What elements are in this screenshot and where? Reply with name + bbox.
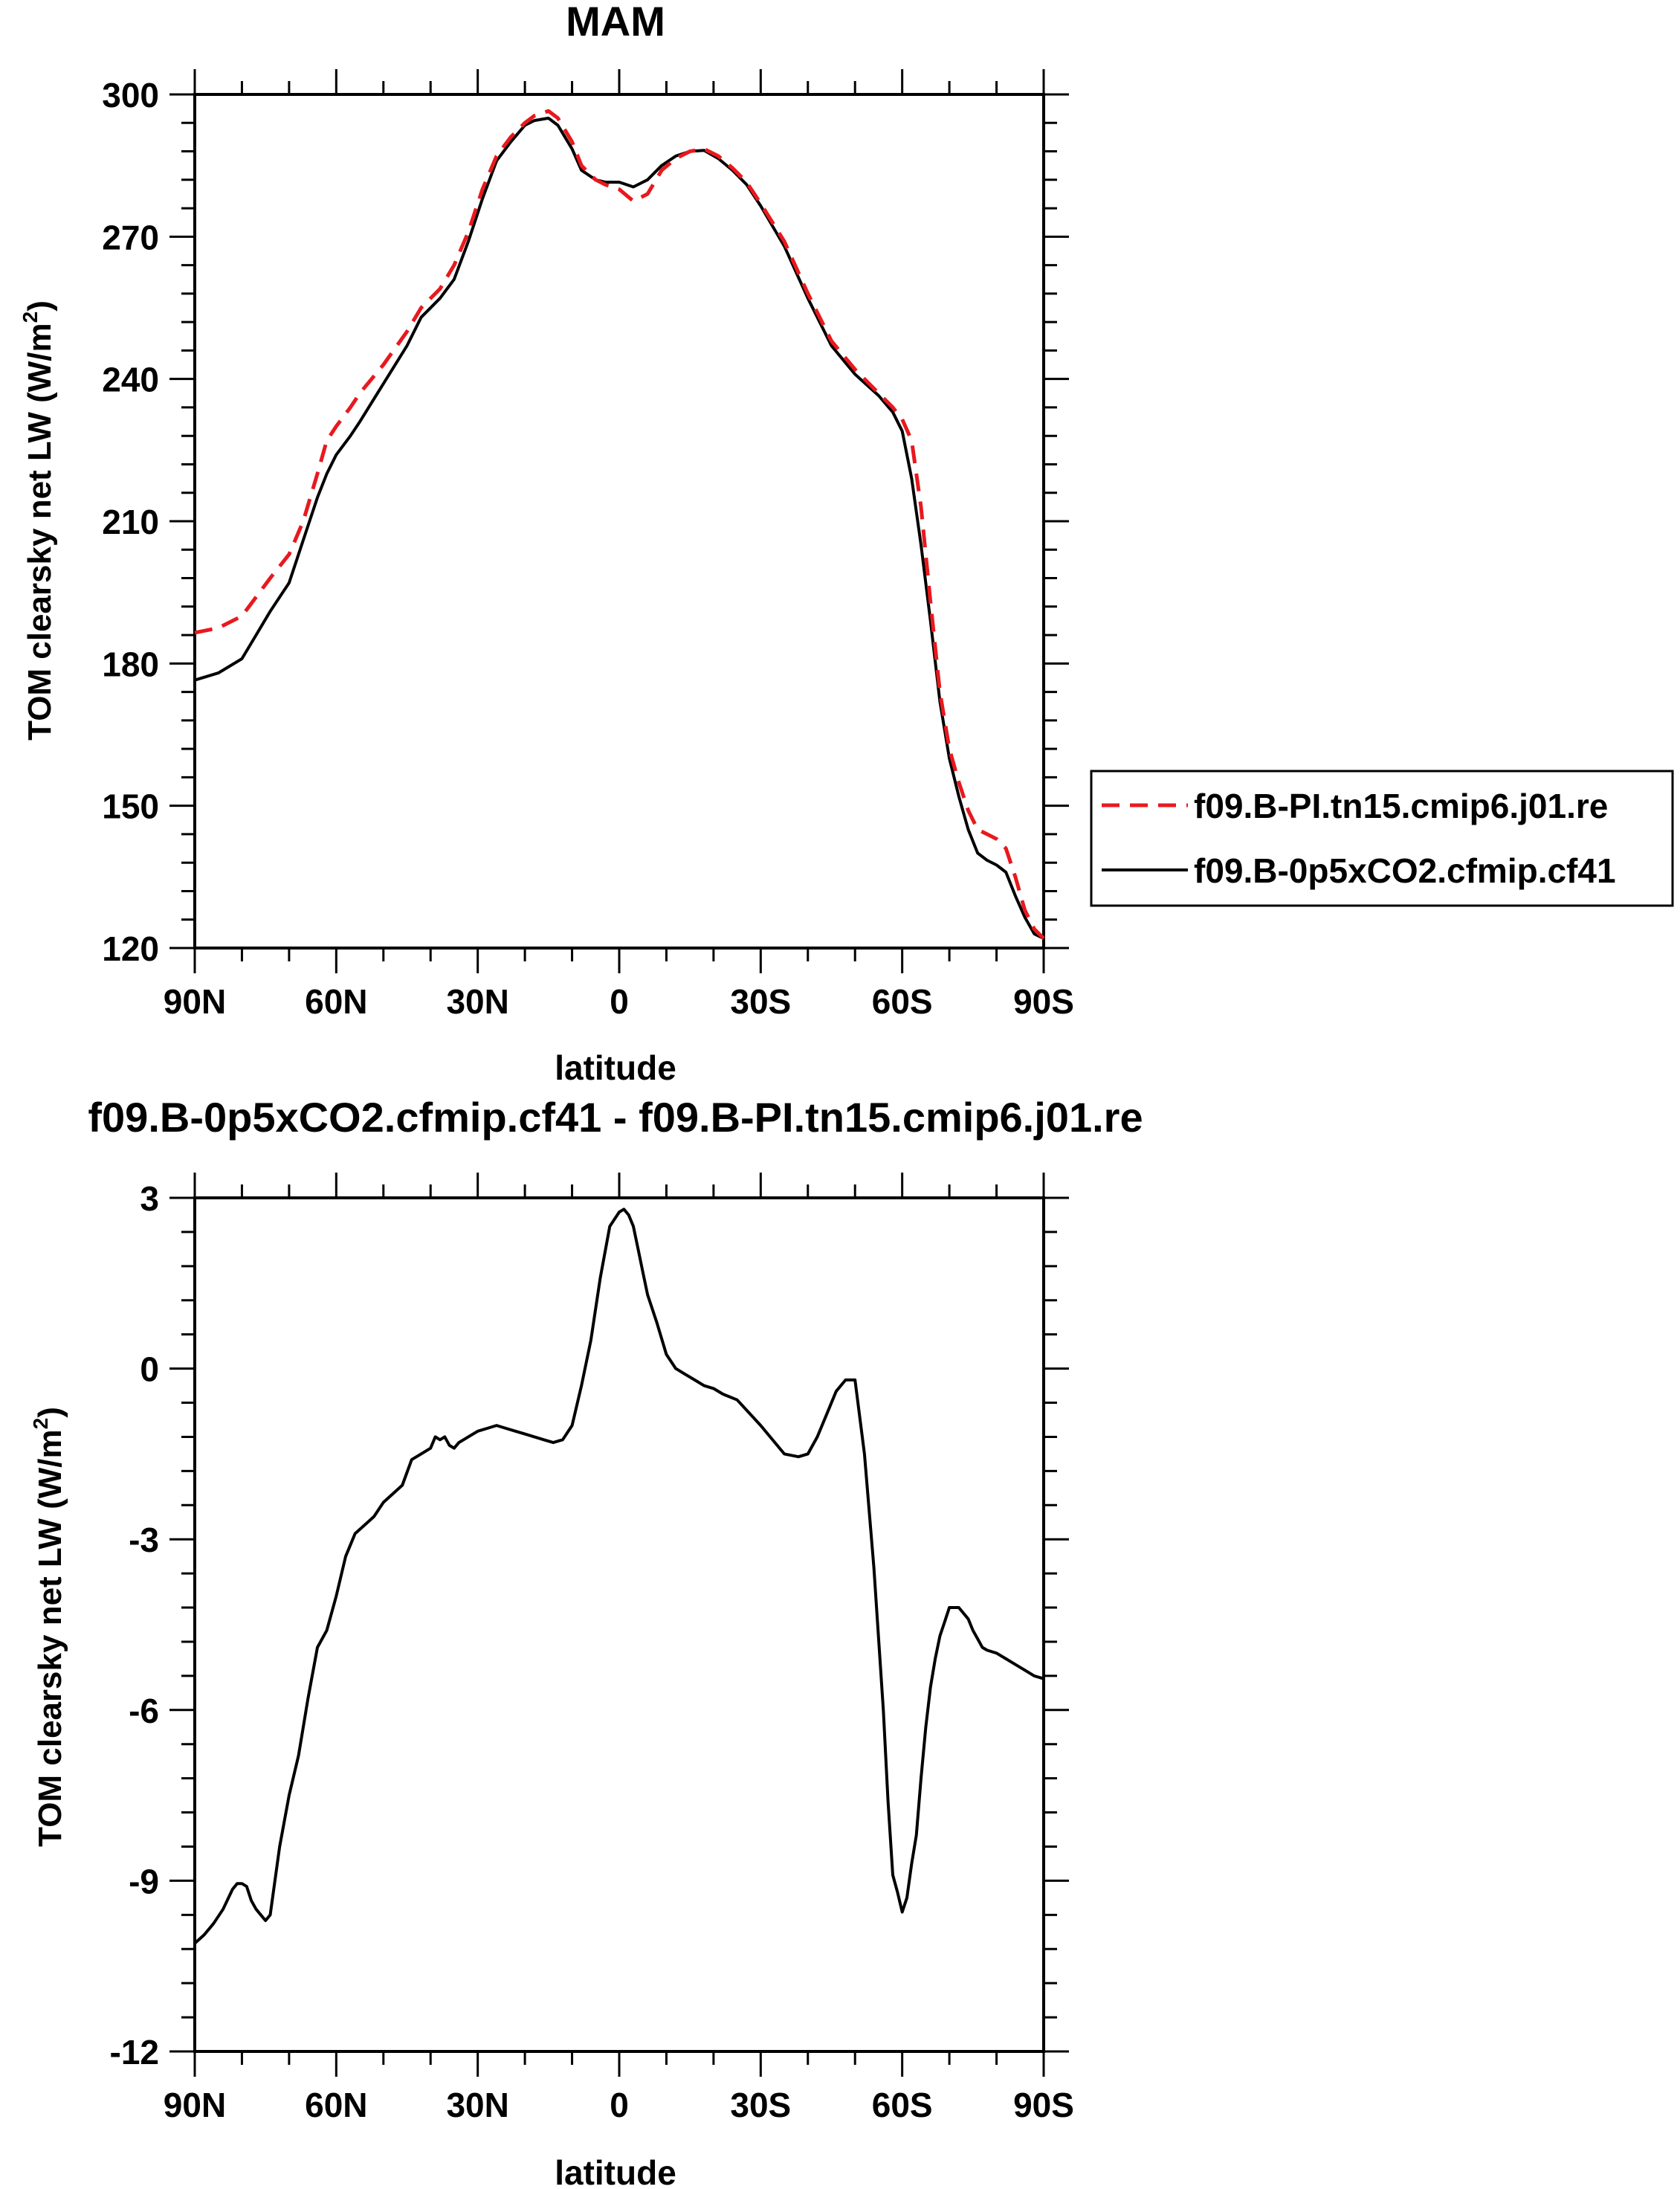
x-tick-label: 90N	[164, 982, 226, 1021]
plot-series	[193, 1208, 1044, 1945]
y-tick-label: -3	[129, 1521, 159, 1559]
x-axis-label: latitude	[555, 2153, 676, 2189]
y-axis-label-superscript: 2	[29, 1418, 52, 1430]
y-axis-label-superscript: 2	[19, 312, 42, 323]
y-tick-label: 180	[102, 645, 159, 683]
top-chart: MAM 120 150 180 210 240 270 300 90N 60N 30N 0 30S 6…	[19, 0, 1674, 1087]
series-line-1	[193, 1208, 1044, 1945]
x-tick-label: 60N	[305, 2086, 367, 2124]
legend: f09.B-PI.tn15.cmip6.j01.re f09.B-0p5xCO2…	[1090, 770, 1674, 907]
x-tick-label: 60N	[305, 982, 367, 1021]
legend-box	[1090, 770, 1674, 907]
x-tick-label: 60S	[872, 2086, 933, 2124]
x-tick-label: 30N	[446, 2086, 508, 2124]
series-line-1	[194, 109, 1045, 940]
legend-label-series-1: f09.B-PI.tn15.cmip6.j01.re	[1194, 787, 1608, 825]
chart-title: MAM	[566, 0, 665, 45]
bottom-chart: f09.B-0p5xCO2.cfmip.cf41 - f09.B-PI.tn15…	[29, 1094, 1143, 2189]
y-tick-label: 270	[102, 218, 159, 257]
y-axis: 120 150 180 210 240 270 300	[102, 76, 1069, 968]
y-axis-label: TOM clearsky net LW (W/m2)	[19, 300, 58, 741]
x-tick-label: 60S	[872, 982, 933, 1021]
plot-area-border	[193, 1196, 1045, 2053]
y-tick-label: -6	[129, 1692, 159, 1730]
x-tick-label: 30S	[730, 2086, 791, 2124]
y-tick-label: 3	[140, 1179, 159, 1218]
x-axis: 90N 60N 30N 0 30S 60S 90S	[164, 1173, 1074, 2124]
y-tick-label: -12	[110, 2033, 159, 2072]
plot-series	[194, 109, 1045, 940]
x-axis-label: latitude	[555, 1048, 676, 1087]
y-tick-label: 120	[102, 929, 159, 968]
y-axis-label: TOM clearsky net LW (W/m2)	[29, 1407, 68, 1847]
y-tick-label: 150	[102, 787, 159, 826]
series-line-2	[194, 116, 1044, 940]
y-axis-label-main: TOM clearsky net LW (W/m	[22, 323, 58, 741]
y-tick-label: 300	[102, 76, 159, 115]
y-tick-label: 0	[140, 1350, 159, 1389]
y-tick-label: 210	[102, 503, 159, 541]
y-axis-label-main: TOM clearsky net LW (W/m	[32, 1429, 68, 1847]
legend-label-series-2: f09.B-0p5xCO2.cfmip.cf41	[1194, 851, 1616, 890]
y-tick-label: -9	[129, 1862, 159, 1901]
x-tick-label: 30N	[446, 982, 508, 1021]
y-axis: -12 -9 -6 -3 0 3	[110, 1179, 1069, 2072]
x-tick-label: 90N	[164, 2086, 226, 2124]
x-tick-label: 0	[610, 2086, 629, 2124]
y-axis-label-close: )	[22, 300, 58, 312]
x-tick-label: 90S	[1013, 2086, 1074, 2124]
plot-frame	[193, 1196, 1045, 2053]
x-tick-label: 90S	[1013, 982, 1074, 1021]
y-tick-label: 240	[102, 361, 159, 399]
chart-title: f09.B-0p5xCO2.cfmip.cf41 - f09.B-PI.tn15…	[88, 1094, 1143, 1141]
x-tick-label: 30S	[730, 982, 791, 1021]
x-tick-label: 0	[610, 982, 629, 1021]
x-axis: 90N 60N 30N 0 30S 60S 90S	[164, 69, 1074, 1021]
y-axis-label-close: )	[32, 1407, 68, 1418]
